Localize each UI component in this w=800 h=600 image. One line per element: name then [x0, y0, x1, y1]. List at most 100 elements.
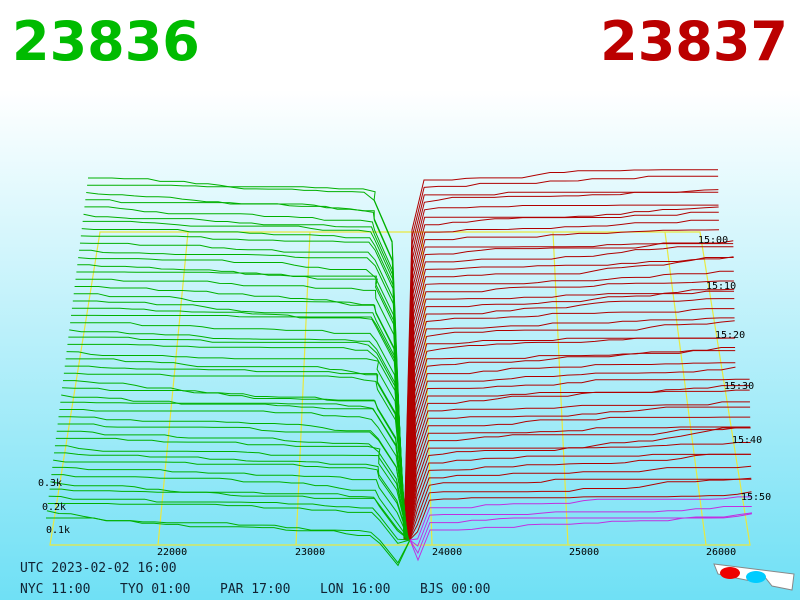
time-label: 15:50 — [741, 492, 771, 503]
bid-depth-line — [58, 416, 409, 541]
bid-depth-line — [55, 437, 410, 541]
grid-line — [295, 231, 311, 546]
ask-depth-line — [407, 385, 750, 541]
ask-depth-line — [406, 362, 736, 541]
ask-depth-line — [408, 478, 752, 541]
zone-time: PAR 17:00 — [220, 582, 290, 597]
volume-label: 0.1k — [46, 525, 70, 536]
ask-price: 23837 — [600, 10, 788, 73]
ask-depth-line — [403, 169, 718, 541]
bid-depth-line — [84, 206, 406, 541]
zone-time: TYO 01:00 — [120, 582, 190, 597]
ask-depth-line — [404, 219, 719, 541]
ask-depth-line — [404, 246, 734, 541]
ask-depth-line — [406, 350, 736, 541]
bid-depth-line — [54, 452, 410, 541]
ask-depth-line — [403, 175, 719, 541]
ask-depth-line — [407, 378, 750, 541]
bid-depth-line — [62, 387, 409, 541]
ask-depth-line — [406, 337, 735, 541]
bid-depth-line — [74, 286, 407, 541]
bid-depth-line — [57, 423, 409, 541]
bid-depth-line — [52, 466, 410, 541]
bid-depth-line — [70, 322, 408, 541]
time-label: 15:10 — [706, 281, 736, 292]
ask-depth-line — [408, 477, 752, 541]
ask-depth-line — [405, 298, 735, 541]
ask-depth-line — [406, 317, 735, 541]
red-lens[interactable] — [720, 567, 740, 579]
ask-depth-line — [406, 366, 736, 541]
bid-depth-line — [72, 300, 407, 541]
bid-depth-line — [46, 517, 411, 567]
bid-depth-line — [68, 336, 408, 541]
ask-depth-line — [405, 290, 735, 541]
ask-depth-line — [407, 389, 750, 541]
bid-depth-line — [60, 401, 409, 541]
price-label: 24000 — [432, 547, 462, 558]
ask-depth-line — [405, 288, 735, 541]
grid-frame — [49, 231, 751, 546]
ask-depth-line — [408, 442, 751, 541]
ask-depth-line — [408, 453, 751, 541]
ask-depth-line — [404, 229, 720, 541]
bid-depth-line — [47, 503, 410, 544]
price-label: 22000 — [157, 547, 187, 558]
bid-depth-line — [53, 459, 410, 541]
ask-depth-line — [405, 308, 735, 541]
ask-depth-line — [406, 347, 736, 541]
depth-surface — [46, 169, 753, 567]
bid-depth-line — [76, 271, 407, 541]
bid-depth-line — [71, 307, 407, 541]
bid-depth-line — [48, 495, 410, 541]
bid-depth-line — [77, 264, 407, 541]
bid-depth-line — [67, 343, 408, 541]
ask-depth-line — [407, 406, 751, 541]
bid-depth-line — [88, 177, 405, 541]
bid-depth-line — [79, 249, 406, 541]
ask-depth-line — [405, 270, 734, 541]
ask-depth-line — [403, 189, 719, 541]
bid-depth-line — [50, 481, 410, 541]
ask-depth-line — [405, 257, 734, 541]
bid-depth-line — [56, 430, 409, 541]
cyan-lens[interactable] — [746, 571, 766, 583]
bid-depth-line — [82, 220, 406, 541]
ask-depth-line — [405, 280, 734, 541]
time-label: 15:00 — [698, 235, 728, 246]
bid-depth-line — [64, 365, 408, 541]
bid-depth-line — [59, 409, 409, 541]
zone-time: BJS 00:00 — [420, 582, 490, 597]
ask-depth-line — [404, 240, 734, 541]
price-label: 26000 — [706, 547, 736, 558]
bid-depth-line — [73, 293, 407, 541]
bid-depth-line — [65, 358, 408, 541]
ask-depth-line — [407, 401, 750, 541]
ask-depth-line — [407, 427, 751, 541]
3d-glasses-toggle[interactable] — [713, 563, 795, 591]
volume-label: 0.2k — [42, 502, 66, 513]
ask-depth-line — [406, 320, 735, 541]
time-label: 15:20 — [715, 330, 745, 341]
bid-depth-line — [85, 199, 405, 541]
ask-depth-line — [404, 204, 719, 541]
time-label: 15:30 — [724, 381, 754, 392]
bid-depth-line — [69, 329, 408, 541]
ask-depth-line — [409, 496, 752, 541]
ask-depth-line — [407, 426, 751, 541]
ask-depth-line — [409, 491, 752, 541]
bid-depth-line — [62, 380, 409, 541]
bid-depth-line — [71, 314, 407, 541]
bid-depth-line — [81, 228, 406, 541]
utc-time: UTC 2023-02-02 16:00 — [20, 561, 177, 576]
bid-price: 23836 — [12, 10, 200, 73]
ask-depth-line — [409, 512, 753, 562]
ask-depth-line — [407, 416, 751, 541]
time-label: 15:40 — [732, 435, 762, 446]
zone-time: NYC 11:00 — [20, 582, 90, 597]
price-label: 23000 — [295, 547, 325, 558]
bid-depth-line — [83, 213, 406, 541]
ask-depth-line — [404, 211, 719, 541]
bid-depth-line — [79, 242, 406, 541]
